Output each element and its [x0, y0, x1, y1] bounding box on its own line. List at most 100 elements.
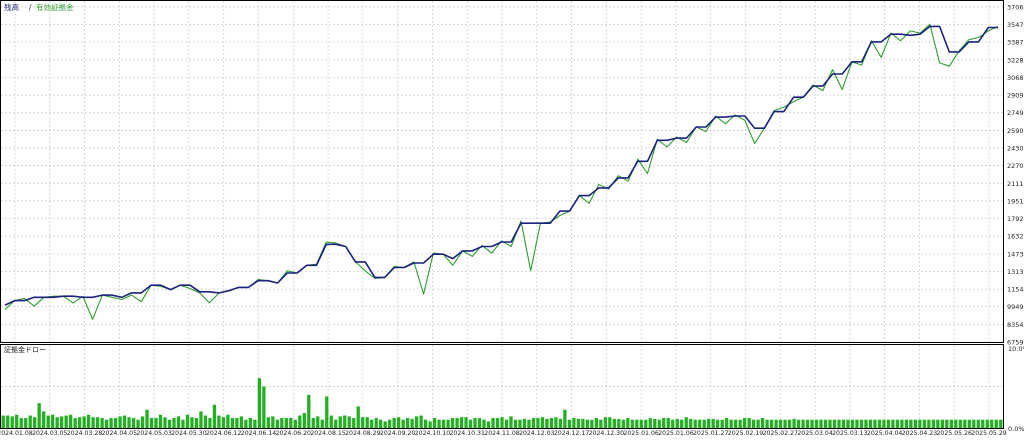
drawdown-bar	[361, 417, 365, 428]
drawdown-bar	[518, 419, 522, 428]
drawdown-bar	[895, 419, 900, 428]
drawdown-bar	[118, 416, 122, 428]
y-tick-label: 354702	[1007, 21, 1024, 29]
drawdown-bar	[927, 419, 931, 428]
x-tick-label: 2025.02.19	[728, 430, 763, 436]
drawdown-bar	[244, 419, 248, 428]
drawdown-bar	[873, 419, 877, 428]
x-tick-label: 2025.03.13	[832, 430, 867, 436]
drawdown-bar	[976, 419, 980, 428]
drawdown-bar	[954, 419, 958, 428]
drawdown-bar	[828, 419, 832, 428]
drawdown-bar	[10, 416, 14, 428]
drawdown-bar	[388, 419, 392, 428]
x-tick-label: 2024.10.10	[415, 430, 450, 436]
drawdown-bar	[855, 419, 859, 428]
drawdown-bar	[540, 417, 545, 428]
drawdown-bar	[91, 417, 95, 428]
y-tick-label: 290901	[1007, 92, 1024, 100]
drawdown-bar	[972, 419, 976, 428]
drawdown-bar	[68, 414, 73, 428]
drawdown-bar	[635, 419, 639, 428]
drawdown-bar	[154, 418, 158, 428]
drawdown-bar	[149, 418, 154, 428]
drawdown-bar	[64, 415, 68, 428]
drawdown-bar	[522, 418, 527, 428]
drawdown-bar	[882, 419, 886, 428]
drawdown-bar	[104, 419, 109, 428]
drawdown-bar	[1, 415, 5, 428]
drawdown-ytick-bottom: 0.0%	[1008, 425, 1024, 433]
drawdown-bar	[33, 417, 37, 428]
drawdown-bar	[298, 415, 302, 428]
drawdown-bar	[567, 419, 572, 428]
drawdown-bar	[859, 419, 864, 428]
drawdown-bar	[6, 415, 10, 428]
drawdown-bar	[689, 418, 693, 428]
drawdown-bar	[994, 419, 998, 428]
drawdown-bar	[832, 419, 837, 428]
balance-series-line	[4, 25, 998, 306]
drawdown-bar	[51, 414, 55, 428]
drawdown-bar	[60, 416, 64, 428]
drawdown-bar	[459, 417, 464, 428]
drawdown-bar	[464, 417, 468, 428]
drawdown-bar	[28, 415, 32, 428]
drawdown-bar	[693, 419, 697, 428]
drawdown-title: 証拠金ドロー	[4, 345, 46, 354]
drawdown-bar	[194, 418, 199, 428]
drawdown-bar	[653, 418, 657, 428]
x-tick-label: 2025.05.29	[971, 430, 1006, 436]
drawdown-bar	[734, 419, 738, 428]
drawdown-bar	[742, 418, 747, 428]
drawdown-bar	[886, 419, 891, 428]
x-tick-label: 2025.01.27	[693, 430, 728, 436]
drawdown-bar	[293, 419, 297, 428]
drawdown-bar	[455, 418, 459, 428]
drawdown-bar	[482, 419, 486, 428]
x-tick-label: 2024.03.28	[67, 430, 102, 436]
drawdown-bar	[419, 415, 423, 428]
drawdown-bar	[868, 419, 873, 428]
drawdown-bar	[437, 419, 441, 428]
drawdown-bar	[846, 419, 850, 428]
drawdown-bar	[612, 418, 616, 428]
drawdown-bar	[199, 411, 203, 428]
drawdown-bar	[347, 416, 351, 428]
drawdown-bar	[226, 414, 230, 428]
drawdown-bar	[531, 418, 536, 428]
drawdown-bar	[572, 418, 576, 428]
drawdown-bar	[316, 416, 320, 428]
drawdown-bar	[42, 411, 46, 428]
drawdown-bar	[338, 416, 342, 428]
drawdown-bar	[985, 419, 989, 428]
drawdown-bar	[814, 419, 819, 428]
drawdown-bar	[235, 418, 239, 428]
drawdown-bar	[931, 419, 936, 428]
drawdown-bar	[432, 418, 437, 428]
drawdown-bar	[769, 419, 774, 428]
drawdown-bar	[19, 418, 23, 428]
drawdown-bar	[414, 416, 419, 428]
y-tick-label: 131397	[1007, 268, 1024, 276]
x-tick-label: 2024.09.20	[380, 430, 415, 436]
drawdown-bar	[778, 419, 783, 428]
drawdown-bar	[940, 419, 944, 428]
drawdown-bar	[617, 418, 621, 428]
y-tick-label: 322801	[1007, 56, 1024, 64]
x-tick-label: 2024.12.30	[589, 430, 624, 436]
drawdown-bar	[365, 417, 369, 428]
drawdown-bar	[900, 419, 904, 428]
drawdown-bar	[626, 418, 630, 428]
drawdown-bar	[100, 418, 104, 428]
drawdown-bar	[945, 419, 949, 428]
drawdown-bar	[504, 419, 509, 428]
drawdown-bar	[585, 419, 590, 428]
x-tick-label: 2024.08.15	[310, 430, 345, 436]
drawdown-bar	[958, 419, 962, 428]
drawdown-bar	[253, 419, 257, 428]
drawdown-bar	[320, 419, 324, 428]
drawdown-bar	[271, 416, 275, 428]
